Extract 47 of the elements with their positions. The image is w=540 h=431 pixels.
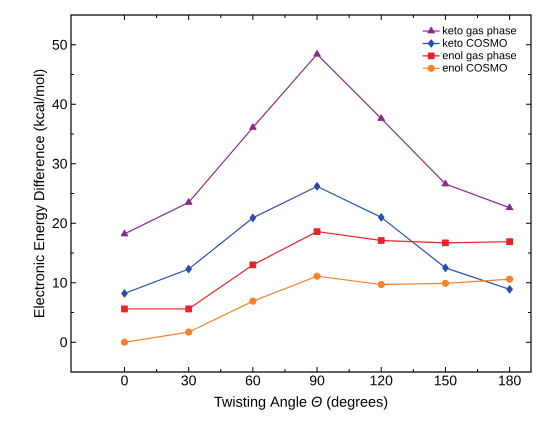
point: [442, 180, 450, 186]
point: [185, 264, 192, 274]
x-tick-label: 30: [181, 376, 196, 386]
point: [121, 289, 128, 298]
point: [314, 228, 320, 235]
legend-label: enol gas phase: [442, 51, 516, 62]
point: [313, 50, 321, 57]
point: [120, 338, 128, 346]
point: [185, 328, 192, 336]
point: [121, 306, 128, 312]
point: [442, 239, 449, 246]
y-tick-label: 0: [60, 337, 67, 348]
point: [378, 237, 385, 244]
y-tick-label: 30: [52, 158, 67, 169]
y-tick-label: 40: [52, 99, 67, 110]
point: [378, 280, 385, 288]
point: [249, 298, 256, 305]
point: [249, 123, 257, 130]
point: [506, 204, 514, 210]
x-tick-label: 60: [246, 376, 260, 386]
point: [442, 264, 449, 272]
x-tick-label: 0: [121, 376, 128, 386]
point: [442, 280, 450, 287]
point: [378, 114, 385, 121]
x-tick-label: 180: [499, 376, 521, 386]
point: [314, 182, 320, 191]
legend-label: keto COSMO: [443, 38, 507, 47]
legend-label: keto gas phase: [443, 26, 516, 37]
point: [506, 285, 513, 294]
y-tick-label: 10: [53, 278, 67, 288]
point: [378, 213, 385, 222]
point: [120, 230, 128, 236]
point: [250, 214, 256, 222]
x-axis-title: Twisting Angle Θ (degrees): [214, 396, 388, 410]
y-tick-label: 50: [52, 40, 67, 50]
point: [506, 238, 513, 246]
x-tick-label: 90: [310, 376, 324, 386]
x-tick-label: 150: [434, 376, 457, 386]
point: [313, 272, 321, 280]
x-tick-label: 120: [370, 376, 392, 386]
point: [249, 262, 256, 268]
legend-label: enol COSMO: [442, 64, 507, 72]
point: [184, 198, 192, 205]
y-axis-title: Electronic Energy Difference (kcal/mol): [34, 70, 48, 318]
y-tick-label: 20: [52, 218, 67, 228]
point: [506, 276, 514, 283]
point: [185, 306, 192, 312]
